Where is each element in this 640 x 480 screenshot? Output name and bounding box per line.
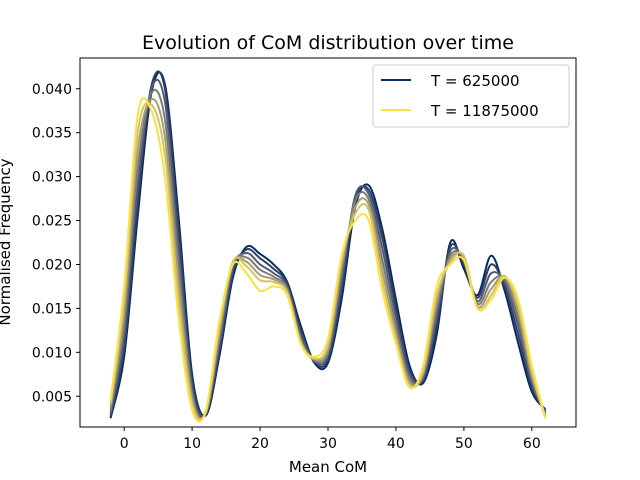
x-tick-label: 20 bbox=[251, 436, 269, 452]
x-tick-label: 0 bbox=[120, 436, 129, 452]
x-tick-label: 60 bbox=[523, 436, 541, 452]
y-tick-label: 0.015 bbox=[32, 301, 72, 317]
legend-label-first: T = 625000 bbox=[430, 72, 520, 90]
y-axis-ticks: 0.005 0.010 0.015 0.020 0.025 0.030 0.035 0.040 bbox=[32, 82, 80, 405]
x-tick-label: 40 bbox=[387, 436, 405, 452]
chart-title: Evolution of CoM distribution over time bbox=[142, 32, 514, 54]
y-tick-label: 0.005 bbox=[32, 389, 72, 405]
legend: T = 625000 T = 11875000 bbox=[372, 64, 570, 128]
y-tick-label: 0.025 bbox=[32, 214, 72, 230]
x-axis-ticks: 0 10 20 30 40 50 60 bbox=[120, 427, 541, 452]
legend-box bbox=[372, 64, 570, 128]
legend-label-last: T = 11875000 bbox=[430, 102, 539, 120]
y-tick-label: 0.010 bbox=[32, 345, 72, 361]
x-tick-label: 10 bbox=[183, 436, 201, 452]
plot-area bbox=[109, 70, 547, 423]
y-tick-label: 0.020 bbox=[32, 257, 72, 273]
series-line-6 bbox=[109, 97, 547, 423]
x-axis-label: Mean CoM bbox=[289, 458, 367, 476]
x-tick-label: 50 bbox=[455, 436, 473, 452]
y-tick-label: 0.040 bbox=[32, 82, 72, 98]
y-tick-label: 0.030 bbox=[32, 170, 72, 186]
y-tick-label: 0.035 bbox=[32, 126, 72, 142]
y-axis-label: Normalised Frequency bbox=[0, 158, 14, 325]
x-tick-label: 30 bbox=[319, 436, 337, 452]
